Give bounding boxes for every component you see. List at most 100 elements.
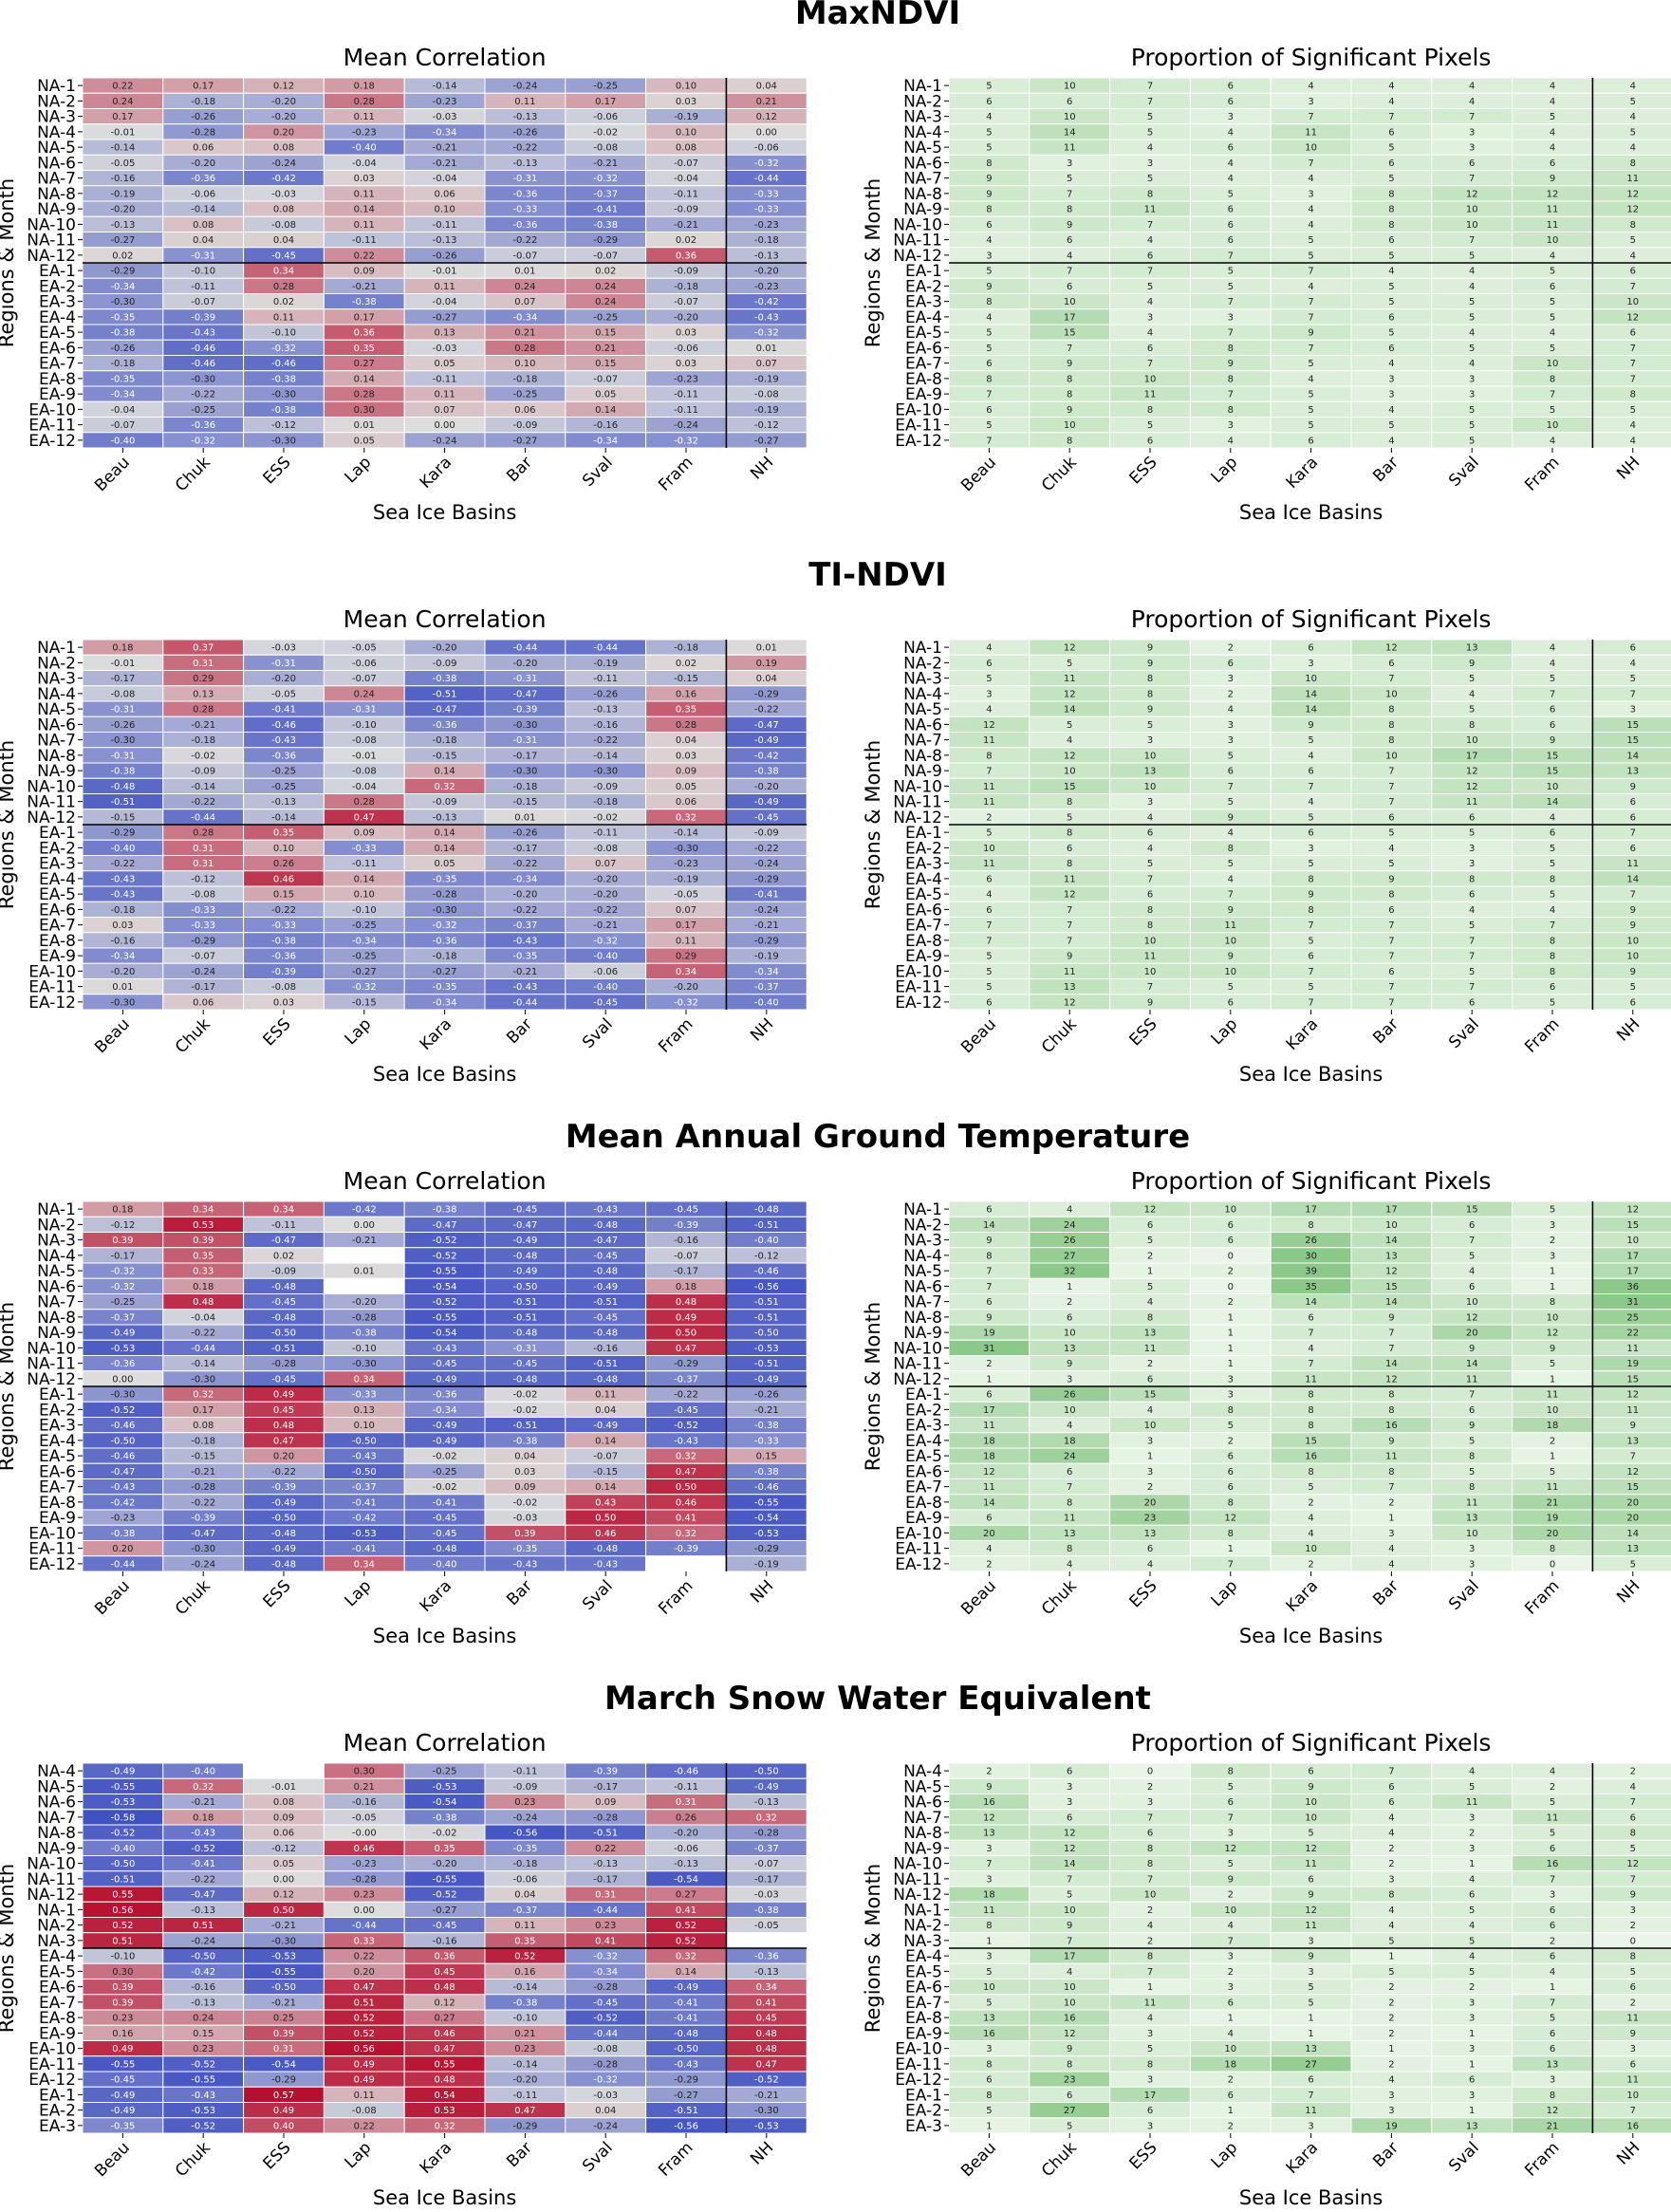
cell-label: 13	[1547, 2059, 1559, 2070]
x-axis-title: Sea Ice Basins	[373, 1063, 516, 1086]
cell-label: -0.53	[110, 1797, 135, 1808]
cell-label: 14	[1064, 127, 1076, 138]
row-label: NA-5	[37, 700, 76, 719]
cell-label: 5	[1067, 812, 1072, 823]
cell-label: 10	[1144, 967, 1157, 977]
cell-label: 0.02	[112, 251, 133, 261]
cell-label: 17	[1064, 312, 1076, 323]
cell-label: 0.17	[595, 97, 616, 107]
cell-label: 13	[1305, 2044, 1317, 2054]
cell-label: 10	[1144, 374, 1157, 384]
cell-label: 9	[1067, 1921, 1072, 1931]
cell-label: -0.30	[512, 720, 537, 731]
cell-label: -0.50	[191, 1952, 215, 1962]
cell-label: 8	[1308, 1390, 1313, 1401]
cell-label: -0.44	[110, 1559, 135, 1570]
row-label: EA-5	[905, 885, 942, 904]
cell-label: -0.38	[110, 328, 135, 339]
cell-label: -0.08	[352, 735, 377, 746]
x-axis-title: Sea Ice Basins	[1239, 1625, 1383, 1647]
cell-label: -0.07	[593, 251, 618, 261]
cell-label: -0.35	[110, 312, 135, 323]
cell-label: 11	[983, 1905, 995, 1916]
row-label: EA-12	[28, 994, 76, 1013]
cell-label: 10	[1064, 767, 1076, 777]
cell-label: 0.55	[434, 2059, 455, 2070]
cell-label: 0.09	[354, 828, 375, 839]
cell-label: -0.07	[352, 674, 377, 684]
cell-label: 7	[986, 936, 992, 946]
cell-label: 2	[1550, 1236, 1555, 1246]
cell-label: 5	[1228, 751, 1234, 761]
cell-label: 0.10	[676, 127, 696, 138]
cell-label: -0.48	[593, 1220, 618, 1231]
cell-label: 5	[1550, 297, 1555, 307]
cell-label: 12	[1547, 2106, 1559, 2116]
cell-label: 7	[1067, 1874, 1072, 1885]
cell-label: 10	[1064, 297, 1076, 307]
cell-label: 4	[1550, 1967, 1555, 1978]
cell-label: 6	[1388, 905, 1394, 916]
cell-label: -0.38	[352, 297, 377, 307]
cell-label: -0.56	[512, 1829, 537, 1839]
cell-label: -0.36	[271, 952, 296, 962]
cell-label: 3	[1469, 1812, 1475, 1823]
cell-label: -0.30	[110, 735, 135, 746]
cell-label: 0.34	[273, 1205, 294, 1216]
cell-label: 1	[1550, 1267, 1555, 1277]
cell-label: -0.55	[433, 1312, 457, 1323]
cell-label: 10	[983, 844, 995, 854]
cell-label: -0.02	[593, 127, 618, 138]
cell-label: 8	[986, 1921, 992, 1931]
cell-label: 0.01	[112, 982, 133, 993]
cell-label: 1	[1308, 2014, 1313, 2024]
cell-label: -0.25	[512, 390, 537, 400]
row-label: NA-3	[37, 108, 76, 127]
cell-label: 12	[1064, 2029, 1076, 2039]
cell-label: 1	[986, 1374, 992, 1385]
row-label: EA-10	[895, 400, 942, 419]
cell-label: 18	[1224, 2059, 1236, 2070]
cell-label: 5	[986, 1998, 992, 2008]
cell-label: -0.42	[754, 751, 779, 761]
cell-label: 5	[1550, 844, 1555, 854]
cell-label: -0.01	[110, 127, 135, 138]
cell-label: 14	[1385, 1297, 1398, 1308]
y-axis-title: Regions & Month	[862, 740, 884, 909]
cell-label: -0.53	[271, 1952, 296, 1962]
cell-label: 0.02	[273, 1251, 294, 1261]
cell-label: 0.08	[193, 220, 214, 231]
cell-label: -0.33	[754, 189, 779, 199]
cell-label: -0.11	[593, 674, 618, 684]
cell-label: 3	[1469, 2044, 1475, 2054]
cell-label: 6	[1550, 705, 1555, 716]
cell-label: 4	[1308, 174, 1313, 184]
cell-label: 0.21	[756, 97, 777, 107]
cell-label: 7	[1308, 344, 1313, 354]
cell-label: -0.33	[191, 920, 215, 931]
cell-label: 0.11	[434, 390, 455, 400]
row-label: EA-12	[895, 994, 942, 1013]
cell-label: -0.40	[593, 982, 618, 993]
cell-label: -0.36	[191, 174, 215, 184]
cell-label: 3	[1147, 797, 1153, 808]
cell-label: -0.17	[754, 1874, 779, 1885]
cell-label: 10	[1224, 936, 1236, 946]
cell-label: 9	[1550, 174, 1555, 184]
cell-label: -0.30	[110, 1390, 135, 1401]
cell-label: 9	[1147, 643, 1153, 654]
cell-label: -0.08	[110, 689, 135, 699]
cell-label: -0.08	[352, 2106, 377, 2116]
row-label: EA-11	[28, 417, 76, 436]
cell-label: -0.13	[433, 235, 457, 246]
cell-label: 5	[1147, 112, 1153, 122]
cell-label: -0.35	[110, 2121, 135, 2131]
cell-label: -0.39	[191, 312, 215, 323]
cell-label: 7	[1388, 674, 1394, 684]
cell-label: 7	[1550, 689, 1555, 699]
cell-label: 0.28	[354, 390, 375, 400]
cell-label: 3	[1469, 127, 1475, 138]
cell-label: 5	[1469, 436, 1475, 446]
cell-label: 0.46	[273, 874, 294, 884]
cell-label: -0.38	[512, 1436, 537, 1446]
